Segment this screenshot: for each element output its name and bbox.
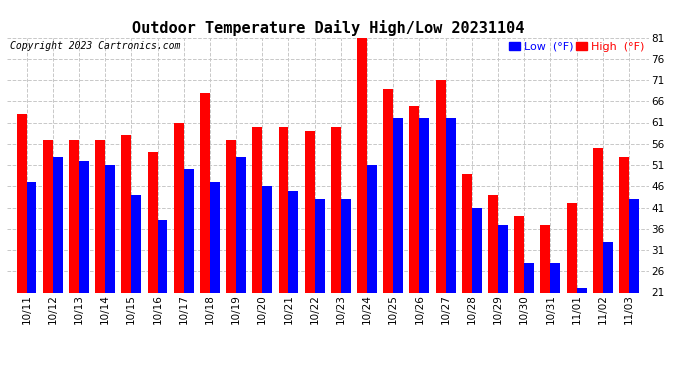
Bar xyxy=(435,80,446,375)
Bar xyxy=(446,118,455,375)
Bar xyxy=(148,152,157,375)
Bar xyxy=(462,174,472,375)
Bar xyxy=(17,114,26,375)
Bar xyxy=(357,33,367,375)
Bar xyxy=(420,118,429,375)
Bar xyxy=(393,118,403,375)
Bar xyxy=(52,156,63,375)
Bar xyxy=(26,182,37,375)
Bar xyxy=(409,105,420,375)
Bar xyxy=(629,199,639,375)
Bar xyxy=(331,127,341,375)
Bar xyxy=(95,140,105,375)
Bar xyxy=(551,263,560,375)
Bar xyxy=(174,123,184,375)
Bar xyxy=(121,135,131,375)
Bar xyxy=(210,182,220,375)
Bar xyxy=(288,190,298,375)
Bar xyxy=(279,127,288,375)
Bar xyxy=(593,148,603,375)
Title: Outdoor Temperature Daily High/Low 20231104: Outdoor Temperature Daily High/Low 20231… xyxy=(132,20,524,36)
Bar xyxy=(619,156,629,375)
Text: Copyright 2023 Cartronics.com: Copyright 2023 Cartronics.com xyxy=(10,41,181,51)
Bar xyxy=(488,195,498,375)
Bar xyxy=(184,169,194,375)
Bar xyxy=(226,140,236,375)
Bar xyxy=(79,161,89,375)
Bar xyxy=(262,186,273,375)
Bar xyxy=(157,220,168,375)
Bar xyxy=(341,199,351,375)
Bar xyxy=(540,225,551,375)
Bar xyxy=(524,263,534,375)
Bar xyxy=(105,165,115,375)
Bar xyxy=(566,203,577,375)
Bar xyxy=(69,140,79,375)
Bar xyxy=(315,199,324,375)
Bar xyxy=(253,127,262,375)
Legend: Low  (°F), High  (°F): Low (°F), High (°F) xyxy=(504,38,649,56)
Bar xyxy=(383,88,393,375)
Bar xyxy=(577,288,586,375)
Bar xyxy=(43,140,52,375)
Bar xyxy=(514,216,524,375)
Bar xyxy=(498,225,508,375)
Bar xyxy=(472,207,482,375)
Bar xyxy=(131,195,141,375)
Bar xyxy=(603,242,613,375)
Bar xyxy=(236,156,246,375)
Bar xyxy=(305,131,315,375)
Bar xyxy=(200,93,210,375)
Bar xyxy=(367,165,377,375)
